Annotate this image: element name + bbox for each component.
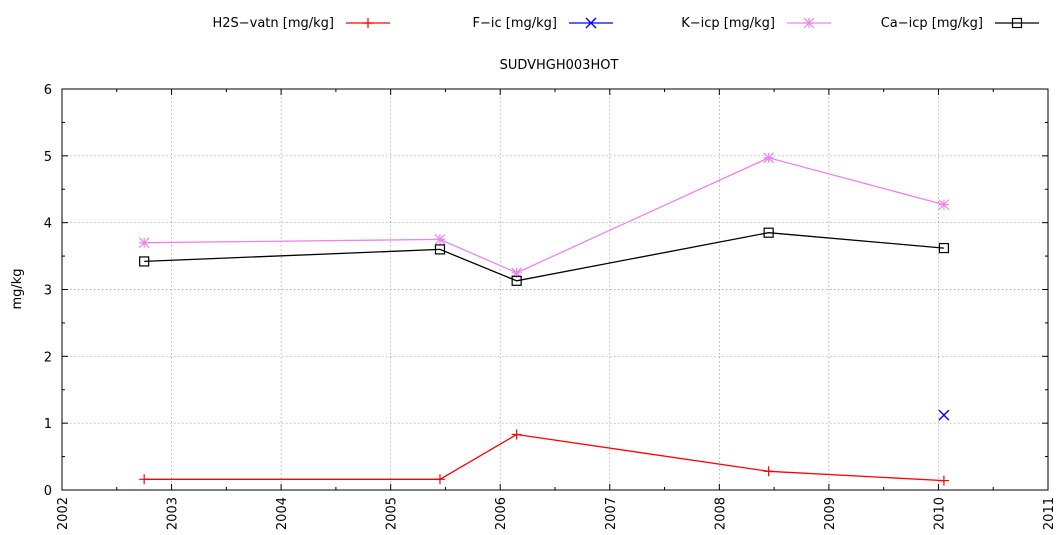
data-point: [939, 200, 949, 210]
x-tick-labels: 2002 2003 2004 2005 2006 2007 2008 2009 2010 2011: [56, 497, 1057, 530]
legend-label: F−ic [mg/kg]: [473, 16, 557, 31]
x-tick-label: 2007: [604, 497, 619, 530]
legend-label: K−icp [mg/kg]: [681, 16, 775, 31]
y-tick-label: 3: [44, 284, 52, 299]
x-tick-label: 2008: [713, 497, 728, 530]
y-axis-title: mg/kg: [10, 268, 25, 309]
legend-marker: [804, 18, 814, 28]
legend-label: Ca−icp [mg/kg]: [881, 16, 983, 31]
x-tick-label: 2004: [275, 497, 290, 530]
y-tick-label: 4: [44, 217, 52, 232]
data-point: [764, 153, 774, 163]
y-tick-label: 2: [44, 350, 52, 365]
x-tick-label: 2005: [385, 497, 400, 530]
legend-label: H2S−vatn [mg/kg]: [212, 16, 334, 31]
x-tick-label: 2009: [823, 497, 838, 530]
x-tick-label: 2011: [1042, 497, 1057, 530]
x-tick-label: 2002: [56, 497, 71, 530]
y-tick-label: 6: [44, 83, 52, 98]
x-tick-label: 2006: [494, 497, 509, 530]
legend-marker: [363, 18, 373, 28]
y-tick-label: 1: [44, 417, 52, 432]
legend: H2S−vatn [mg/kg] F−ic [mg/kg] K−icp [mg/kg…: [212, 16, 1039, 31]
y-tick-label: 5: [44, 150, 52, 165]
data-point: [139, 238, 149, 248]
x-tick-label: 2010: [932, 497, 947, 530]
y-tick-labels: 0 1 2 3 4 5 6: [44, 83, 52, 499]
y-tick-label: 0: [44, 484, 52, 499]
x-tick-label: 2003: [166, 497, 181, 530]
chart-title: SUDVHGH003HOT: [500, 58, 619, 73]
data-point: [435, 234, 445, 244]
